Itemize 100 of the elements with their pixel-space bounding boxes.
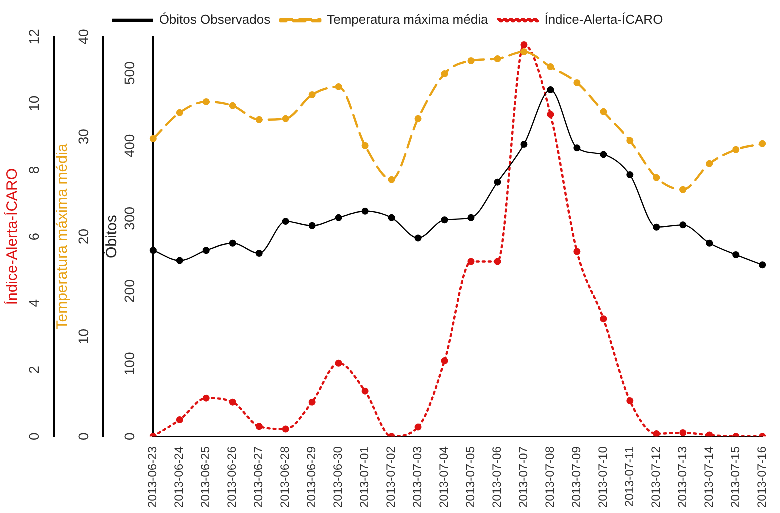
- y2-tick-label: 30: [76, 128, 92, 145]
- point: [494, 258, 502, 266]
- point: [626, 397, 634, 404]
- point: [335, 214, 342, 222]
- point: [441, 216, 448, 224]
- point: [520, 48, 528, 56]
- point: [150, 247, 157, 254]
- legend-label: Índice-Alerta-ÍCARO: [544, 12, 664, 28]
- point: [600, 316, 608, 323]
- x-tick-label: 2013-07-08: [543, 446, 558, 508]
- x-tick-label: 2013-07-12: [648, 446, 663, 508]
- point: [732, 251, 740, 258]
- x-tick-label: 2013-07-06: [490, 446, 504, 508]
- y-tick-label: 200: [122, 279, 138, 303]
- y-tick-label: 100: [122, 352, 138, 376]
- point: [282, 426, 290, 433]
- x-tick-label: 2013-07-05: [464, 446, 478, 508]
- y2-tick-label: 40: [76, 29, 92, 45]
- point: [414, 424, 422, 431]
- y3-tick-label: 6: [26, 232, 42, 241]
- point: [229, 240, 236, 247]
- point: [150, 135, 157, 142]
- point: [626, 137, 634, 144]
- point: [335, 83, 342, 90]
- y3-tick-label: 0: [26, 432, 42, 441]
- point: [388, 176, 396, 184]
- point: [520, 141, 528, 148]
- point: [282, 115, 290, 122]
- point: [494, 178, 502, 186]
- y2-tick-label: 0: [76, 432, 92, 441]
- point: [759, 262, 766, 269]
- point: [574, 79, 581, 86]
- point: [256, 423, 263, 430]
- point: [759, 140, 766, 148]
- point: [176, 416, 184, 424]
- point: [706, 160, 714, 168]
- point: [520, 41, 528, 48]
- point: [388, 214, 396, 222]
- x-tick-label: 2013-07-02: [384, 446, 398, 508]
- point: [308, 222, 316, 230]
- point: [706, 240, 714, 247]
- point: [441, 70, 448, 78]
- point: [574, 144, 581, 152]
- x-tick-label: 2013-06-27: [252, 446, 266, 508]
- y3-tick-label: 12: [26, 29, 42, 45]
- x-tick-label: 2013-07-03: [410, 446, 425, 508]
- y3-tick-label: 10: [26, 96, 42, 112]
- point: [468, 258, 475, 266]
- legend-label: Temperatura máxima média: [327, 12, 489, 28]
- point: [468, 214, 475, 222]
- point: [653, 224, 660, 231]
- y-axis-title: Óbitos: [102, 215, 121, 258]
- point: [468, 57, 475, 64]
- x-tick-label: 2013-06-29: [304, 446, 319, 508]
- point: [414, 115, 422, 122]
- y3-tick-label: 8: [26, 166, 42, 174]
- x-tick-label: 2013-06-25: [198, 446, 213, 508]
- y2-axis-title: Temperatura máxima média: [54, 143, 71, 330]
- point: [680, 222, 687, 229]
- x-tick-label: 2013-06-28: [278, 446, 292, 508]
- point: [256, 116, 263, 124]
- y3-axis-title: Índice-Alerta-ÍCARO: [3, 168, 22, 306]
- point: [414, 234, 422, 242]
- point: [653, 430, 660, 437]
- y-tick-label: 0: [122, 432, 138, 441]
- point: [176, 257, 184, 264]
- y-tick-label: 400: [122, 134, 138, 158]
- point: [494, 55, 502, 62]
- point: [202, 394, 210, 402]
- point: [600, 108, 608, 116]
- point: [282, 218, 290, 226]
- point: [335, 360, 342, 367]
- y3-tick-label: 2: [26, 366, 42, 374]
- x-tick-label: 2013-07-09: [570, 446, 584, 508]
- point: [600, 151, 608, 158]
- x-tick-label: 2013-07-10: [596, 446, 610, 508]
- x-tick-label: 2013-07-15: [728, 446, 742, 508]
- y-tick-label: 300: [122, 206, 138, 230]
- y-tick-label: 500: [122, 61, 138, 86]
- point: [547, 86, 554, 94]
- point: [441, 358, 448, 365]
- point: [362, 208, 369, 215]
- y2-tick-label: 10: [76, 328, 92, 344]
- point: [308, 91, 316, 98]
- point: [706, 432, 714, 437]
- x-tick-label: 2013-07-13: [675, 446, 690, 508]
- x-tick-label: 2013-06-26: [225, 446, 240, 508]
- x-tick-label: 2013-07-11: [622, 446, 636, 508]
- point: [308, 398, 316, 406]
- x-tick-label: 2013-07-07: [516, 446, 531, 508]
- point: [256, 250, 263, 258]
- point: [362, 142, 369, 150]
- point: [626, 172, 634, 179]
- point: [547, 111, 554, 118]
- point: [176, 109, 184, 116]
- point: [229, 398, 236, 406]
- point: [653, 174, 660, 182]
- point: [229, 102, 236, 110]
- x-tick-label: 2013-07-04: [437, 446, 452, 508]
- y2-tick-label: 20: [76, 228, 92, 245]
